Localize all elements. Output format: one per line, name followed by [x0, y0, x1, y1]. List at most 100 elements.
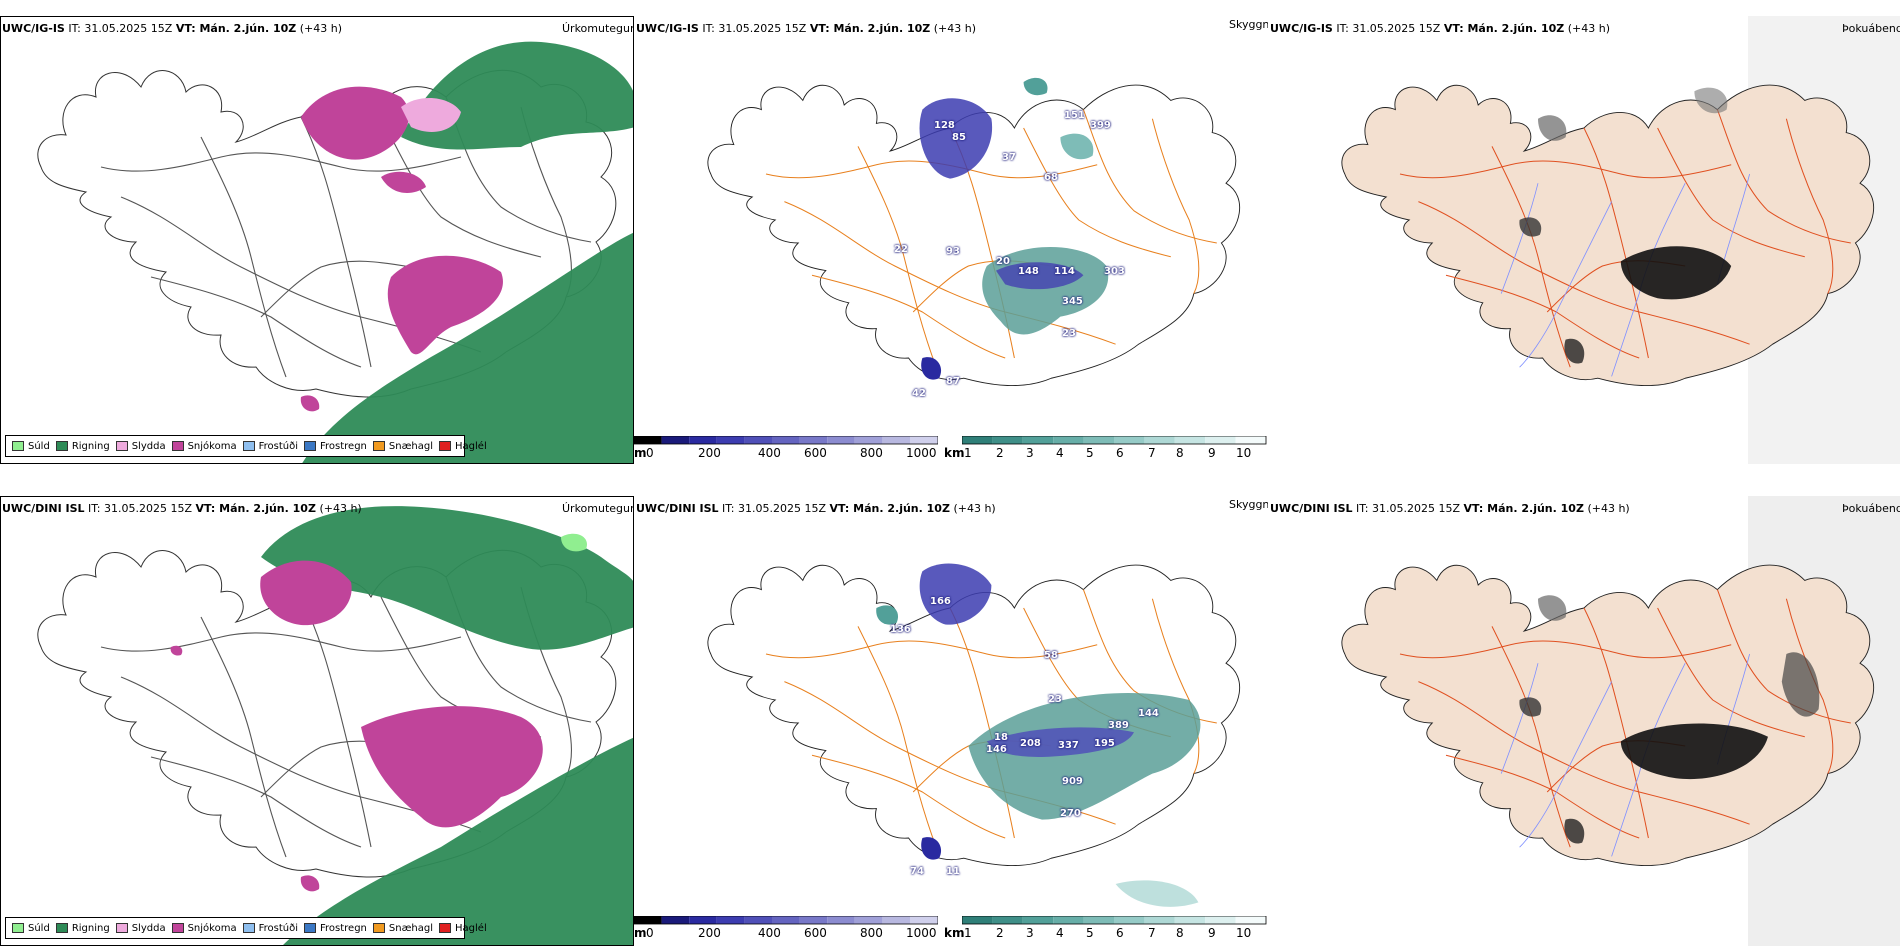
height-tick: 200	[698, 446, 721, 460]
vis-label: 136	[890, 624, 911, 635]
height-tick: 800	[860, 926, 883, 940]
km-tick: 9	[1208, 446, 1216, 460]
vis-label: 74	[910, 866, 924, 877]
height-colorbar-swatches	[634, 916, 938, 925]
legend-item-frostregn: Frostregn	[304, 923, 367, 934]
visibility-title-dini-isl: Skyggni	[1229, 498, 1273, 511]
precip-title-dini-isl: Úrkomutegund	[562, 502, 644, 515]
km-tick: 5	[1086, 926, 1094, 940]
legend-item-slydda: Slydda	[115, 923, 166, 934]
fog-header-dini-isl: UWC/DINI ISL IT: 31.05.2025 15Z VT: Mán.…	[1270, 502, 1630, 515]
legend-item-haglel: Haglél	[439, 441, 487, 452]
height-tick: 400	[758, 926, 781, 940]
height-tick: 800	[860, 446, 883, 460]
legend-item-snjokoma: Snjókoma	[171, 441, 237, 452]
vis-label: 42	[912, 388, 926, 399]
vis-label: 144	[1138, 708, 1159, 719]
vis-label: 37	[1002, 152, 1016, 163]
vis-label: 68	[1044, 172, 1058, 183]
km-tick: 5	[1086, 446, 1094, 460]
vis-label: 270	[1060, 808, 1081, 819]
height-tick: 0	[646, 926, 654, 940]
fog-title-ig-is: Þokuábendi	[1842, 22, 1900, 35]
legend-item-sudd: Súld	[12, 441, 50, 452]
vis-label: 114	[1054, 266, 1075, 277]
visibility-panel-ig-is: 128 85 151 399 37 68 93 22 148 114 303 3…	[634, 16, 1270, 464]
vis-label: 22	[894, 244, 908, 255]
legend-item-slydda: Slydda	[115, 441, 166, 452]
km-colorbar-ticks: km 1 2 3 4 5 6 7 8 9 10	[944, 446, 1266, 462]
legend-item-snaehagl: Snæhagl	[372, 923, 433, 934]
fog-panel-ig-is	[1268, 16, 1900, 464]
km-tick: 4	[1056, 446, 1064, 460]
height-unit: m	[634, 926, 647, 940]
precip-header-ig-is: UWC/IG-IS IT: 31.05.2025 15Z VT: Mán. 2.…	[2, 22, 343, 35]
km-tick: 7	[1148, 446, 1156, 460]
height-tick: 1000	[906, 446, 937, 460]
legend-item-snjokoma: Snjókoma	[171, 923, 237, 934]
height-colorbar-ticks: m 0 200 400 600 800 1000	[634, 926, 938, 942]
km-tick: 4	[1056, 926, 1064, 940]
visibility-header-ig-is: UWC/IG-IS IT: 31.05.2025 15Z VT: Mán. 2.…	[636, 22, 977, 35]
visibility-header-dini-isl: UWC/DINI ISL IT: 31.05.2025 15Z VT: Mán.…	[636, 502, 996, 515]
height-tick: 400	[758, 446, 781, 460]
height-colorbar-dini-isl: m 0 200 400 600 800 1000	[634, 916, 938, 944]
height-tick: 0	[646, 446, 654, 460]
km-tick: 2	[996, 446, 1004, 460]
vis-label: 303	[1104, 266, 1125, 277]
km-colorbar-swatches	[962, 916, 1267, 925]
precip-header-dini-isl: UWC/DINI ISL IT: 31.05.2025 15Z VT: Mán.…	[2, 502, 362, 515]
precip-panel-ig-is: Súld Rigning Slydda Snjókoma Frostúði Fr…	[0, 16, 634, 464]
vis-label: 58	[1044, 650, 1058, 661]
vis-label: 208	[1020, 738, 1041, 749]
height-colorbar-swatches	[634, 436, 938, 445]
km-colorbar-swatches	[962, 436, 1267, 445]
vis-label: 128	[934, 120, 955, 131]
legend-item-frostregn: Frostregn	[304, 441, 367, 452]
vis-label: 389	[1108, 720, 1129, 731]
km-tick: 10	[1236, 446, 1252, 460]
km-tick: 8	[1176, 446, 1184, 460]
vis-label: 23	[1048, 694, 1062, 705]
km-colorbar-ig-is: km 1 2 3 4 5 6 7 8 9 10	[944, 436, 1267, 464]
height-tick: 200	[698, 926, 721, 940]
height-colorbar-ticks: m 0 200 400 600 800 1000	[634, 446, 938, 462]
height-tick: 1000	[906, 926, 937, 940]
km-tick: 6	[1116, 926, 1124, 940]
vis-label: 11	[946, 866, 960, 877]
fog-header-ig-is: UWC/IG-IS IT: 31.05.2025 15Z VT: Mán. 2.…	[1270, 22, 1611, 35]
precip-legend: Súld Rigning Slydda Snjókoma Frostúði Fr…	[5, 917, 487, 939]
vis-label: 151	[1064, 110, 1085, 121]
km-unit: km	[944, 926, 965, 940]
legend-item-snaehagl: Snæhagl	[372, 441, 433, 452]
km-colorbar-ticks: km 1 2 3 4 5 6 7 8 9 10	[944, 926, 1266, 942]
legend-item-rigning: Rigning	[55, 441, 110, 452]
precip-legend: Súld Rigning Slydda Snjókoma Frostúði Fr…	[5, 435, 487, 457]
legend-item-frostudi: Frostúði	[242, 923, 298, 934]
vis-label: 345	[1062, 296, 1083, 307]
km-tick: 9	[1208, 926, 1216, 940]
km-tick: 7	[1148, 926, 1156, 940]
vis-label: 337	[1058, 740, 1079, 751]
km-tick: 1	[964, 446, 972, 460]
vis-label: 23	[1062, 328, 1076, 339]
vis-label: 148	[1018, 266, 1039, 277]
km-tick: 3	[1026, 446, 1034, 460]
precip-title-ig-is: Úrkomutegund	[562, 22, 644, 35]
fog-map-dini-isl	[1341, 496, 1900, 946]
legend-item-frostudi: Frostúði	[242, 441, 298, 452]
km-tick: 3	[1026, 926, 1034, 940]
visibility-map-ig-is	[707, 77, 1241, 387]
vis-label: 85	[952, 132, 966, 143]
legend-item-haglel: Haglél	[439, 923, 487, 934]
legend-item-rigning: Rigning	[55, 923, 110, 934]
fog-title-dini-isl: Þokuábendi	[1842, 502, 1900, 515]
visibility-panel-dini-isl: 166 136 58 23 389 144 146 208 337 195 90…	[634, 496, 1270, 946]
vis-label: 166	[930, 596, 951, 607]
height-tick: 600	[804, 446, 827, 460]
km-tick: 1	[964, 926, 972, 940]
height-tick: 600	[804, 926, 827, 940]
fog-panel-dini-isl	[1268, 496, 1900, 946]
precip-map-dini-isl	[37, 506, 633, 945]
km-tick: 8	[1176, 926, 1184, 940]
